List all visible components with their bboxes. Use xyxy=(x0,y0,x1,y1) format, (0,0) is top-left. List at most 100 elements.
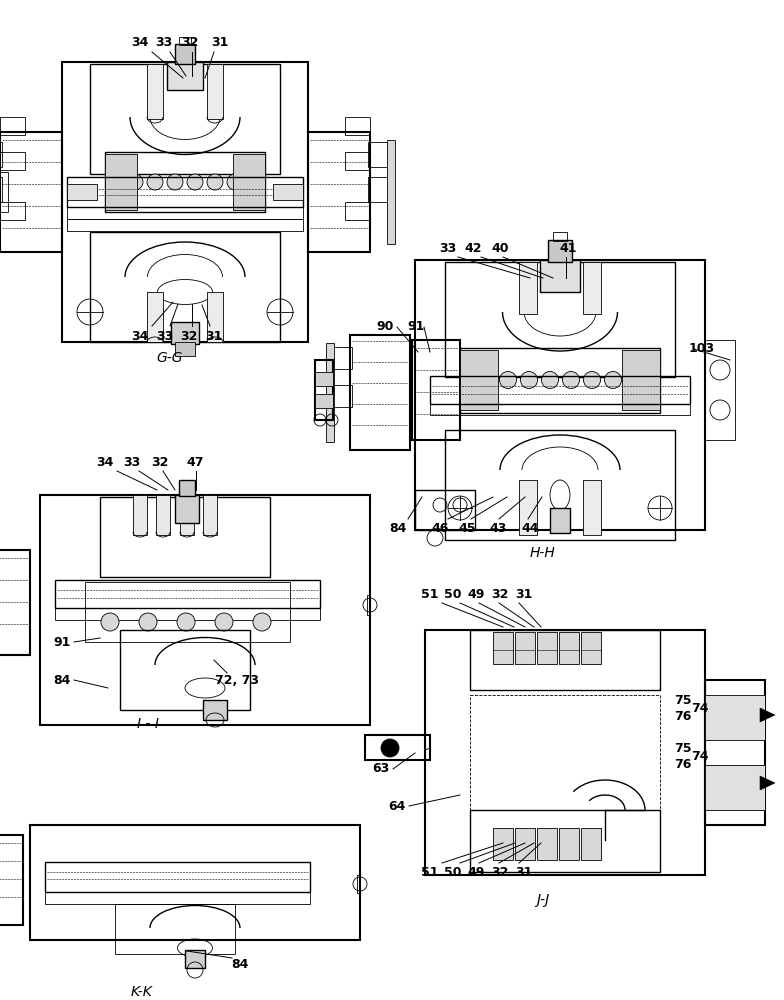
Text: 84: 84 xyxy=(390,522,407,534)
Text: 46: 46 xyxy=(431,522,448,534)
Bar xyxy=(171,322,199,344)
Text: 72, 73: 72, 73 xyxy=(215,674,259,686)
Bar xyxy=(30,825,360,940)
Text: H-H: H-H xyxy=(530,546,556,560)
Polygon shape xyxy=(760,776,775,790)
Text: 49: 49 xyxy=(467,587,485,600)
Bar xyxy=(203,700,227,720)
Bar xyxy=(583,480,601,535)
Bar xyxy=(0,835,23,925)
Bar xyxy=(45,862,310,892)
Bar xyxy=(67,207,303,219)
Text: 63: 63 xyxy=(372,762,390,776)
Text: 33: 33 xyxy=(155,35,172,48)
Ellipse shape xyxy=(177,613,195,631)
Bar xyxy=(460,350,498,410)
Bar xyxy=(273,184,303,200)
Bar xyxy=(0,142,2,167)
Bar xyxy=(179,480,195,496)
Text: 74: 74 xyxy=(691,750,709,764)
Text: 76: 76 xyxy=(674,758,691,770)
Bar xyxy=(493,632,513,664)
Text: 51: 51 xyxy=(421,865,439,879)
Ellipse shape xyxy=(381,739,399,757)
Ellipse shape xyxy=(521,371,538,388)
Bar xyxy=(0,117,25,135)
Bar xyxy=(430,404,690,415)
Ellipse shape xyxy=(215,613,233,631)
Bar xyxy=(203,495,217,535)
Bar xyxy=(179,37,191,45)
Text: 51: 51 xyxy=(421,587,439,600)
Text: K-K: K-K xyxy=(131,985,153,999)
Bar xyxy=(115,904,235,954)
Bar xyxy=(0,152,25,170)
Bar xyxy=(559,632,579,664)
Bar xyxy=(537,632,557,664)
Bar xyxy=(0,177,2,202)
Text: 32: 32 xyxy=(492,587,509,600)
Text: 91: 91 xyxy=(408,320,425,334)
Bar xyxy=(367,595,370,615)
Bar xyxy=(55,608,320,620)
Bar xyxy=(167,62,203,90)
Bar xyxy=(470,630,660,690)
Bar xyxy=(175,495,199,523)
Text: 34: 34 xyxy=(96,456,114,468)
Text: 33: 33 xyxy=(123,456,140,468)
Bar xyxy=(581,828,601,860)
Bar xyxy=(40,495,370,725)
Bar xyxy=(622,350,660,410)
Text: 90: 90 xyxy=(376,320,394,334)
Bar xyxy=(550,508,570,533)
Text: 84: 84 xyxy=(53,674,71,686)
Text: 75: 75 xyxy=(674,694,691,706)
Bar xyxy=(581,632,601,664)
Bar xyxy=(180,495,194,535)
Ellipse shape xyxy=(139,613,157,631)
Bar xyxy=(315,360,333,420)
Ellipse shape xyxy=(227,174,243,190)
Text: 33: 33 xyxy=(156,330,173,342)
Bar xyxy=(0,132,62,252)
Bar xyxy=(315,372,333,386)
Bar xyxy=(326,343,334,442)
Bar xyxy=(540,260,580,292)
Bar xyxy=(90,232,280,342)
Bar xyxy=(207,64,223,119)
Bar xyxy=(100,497,270,577)
Bar xyxy=(515,632,535,664)
Text: 64: 64 xyxy=(388,800,405,812)
Bar xyxy=(368,142,388,167)
Bar xyxy=(175,44,195,64)
Bar xyxy=(185,950,205,968)
Bar xyxy=(515,828,535,860)
Bar xyxy=(460,348,660,413)
Bar xyxy=(105,152,265,212)
Bar xyxy=(430,376,690,404)
Text: 50: 50 xyxy=(445,865,462,879)
Text: 32: 32 xyxy=(151,456,169,468)
Bar xyxy=(147,64,163,119)
Bar xyxy=(62,62,308,342)
Bar xyxy=(519,262,537,314)
Bar xyxy=(120,630,250,710)
Text: 41: 41 xyxy=(559,241,577,254)
Bar xyxy=(493,828,513,860)
Text: 31: 31 xyxy=(205,330,223,342)
Bar xyxy=(67,219,303,231)
Polygon shape xyxy=(760,708,775,722)
Ellipse shape xyxy=(187,174,203,190)
Bar xyxy=(705,340,735,440)
Text: 91: 91 xyxy=(53,636,71,648)
Text: 33: 33 xyxy=(439,241,456,254)
Bar xyxy=(90,64,280,174)
Ellipse shape xyxy=(101,613,119,631)
Text: 40: 40 xyxy=(492,241,509,254)
Ellipse shape xyxy=(127,174,143,190)
Bar xyxy=(67,177,303,207)
Bar xyxy=(415,490,475,530)
Bar xyxy=(583,262,601,314)
Bar xyxy=(0,172,8,212)
Bar xyxy=(412,340,460,440)
